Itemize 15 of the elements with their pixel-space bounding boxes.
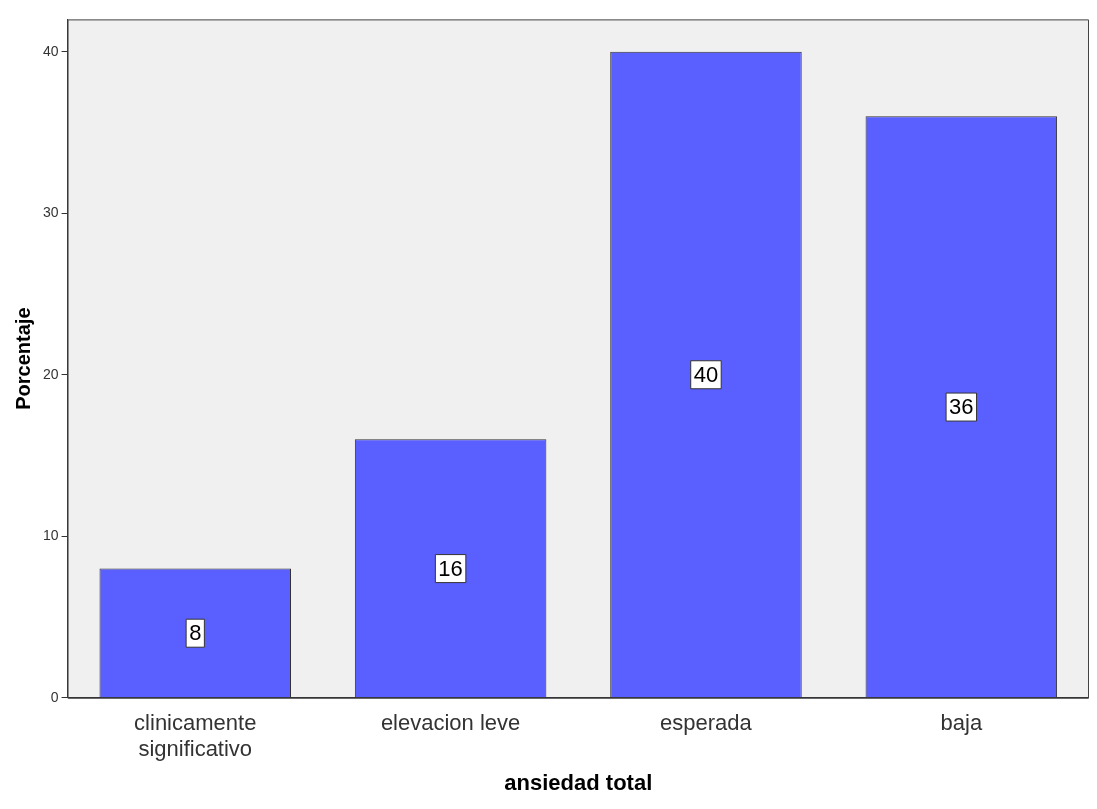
- x-tick-label: clinicamente significativo: [134, 710, 257, 762]
- y-tick-label: 0: [50, 688, 59, 705]
- x-axis-title: ansiedad total: [504, 769, 653, 795]
- y-tick-label: 10: [42, 527, 59, 544]
- data-label: 36: [949, 394, 974, 420]
- data-label: 16: [438, 555, 463, 581]
- x-tick-label: baja: [940, 710, 983, 736]
- y-axis-title: Porcentaje: [11, 307, 34, 410]
- y-tick-label: 40: [42, 42, 59, 59]
- y-tick-label: 30: [42, 204, 59, 221]
- y-tick-label: 20: [42, 365, 59, 382]
- data-label: 8: [189, 620, 202, 646]
- data-label: 40: [693, 361, 719, 387]
- x-tick-label: elevacion leve: [380, 710, 521, 736]
- x-tick-label: esperada: [660, 710, 753, 736]
